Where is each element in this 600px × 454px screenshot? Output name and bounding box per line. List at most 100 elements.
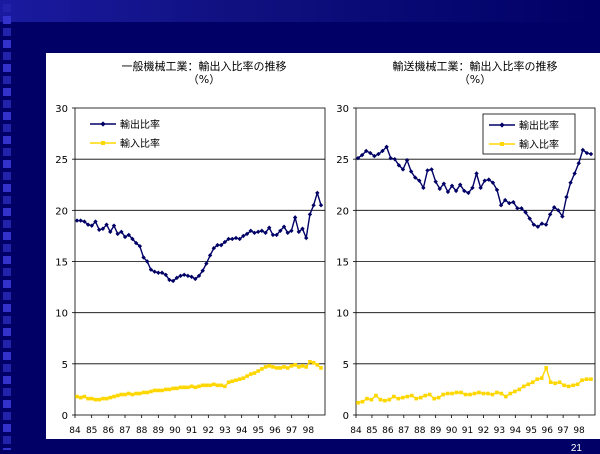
data-point-export	[568, 180, 573, 185]
data-point-import	[405, 394, 410, 399]
data-point-import	[78, 395, 83, 400]
data-point-export	[119, 229, 124, 235]
data-point-export	[289, 228, 294, 233]
y-tick-label: 20	[55, 206, 68, 217]
data-point-export	[400, 167, 406, 172]
decorative-square	[3, 184, 11, 192]
data-point-export	[311, 203, 316, 208]
data-point-export	[543, 222, 549, 227]
data-point-import	[436, 395, 441, 400]
chart-general-machinery: 一般機械工業：輸出入比率の推移（%） 0 5 10 15 20 25 30 84 85 86 87 88…	[55, 59, 326, 436]
chart-panel-transport-machinery: 輸送機械工業：輸出入比率の推移 （%） 0 5 10 15 20 25 30 84 85 86 87 88…	[333, 53, 600, 439]
decorative-square	[3, 400, 11, 408]
data-point-import	[360, 399, 365, 404]
data-point-import	[152, 388, 157, 393]
page-number: 21	[570, 443, 582, 454]
decorative-square	[3, 196, 11, 204]
data-point-export	[278, 228, 283, 233]
y-tick-label: 25	[55, 155, 68, 166]
decorative-square	[3, 88, 11, 96]
decorative-square	[3, 340, 11, 348]
data-point-import	[252, 371, 257, 375]
data-point-import	[319, 366, 323, 370]
data-point-export	[425, 168, 430, 173]
decorative-square	[3, 40, 11, 48]
data-point-import	[234, 378, 238, 383]
data-point-import	[401, 395, 405, 400]
data-point-import	[149, 389, 153, 394]
chart-title: 一般機械工業：輸出入比率の推移	[122, 59, 287, 73]
data-point-import	[427, 392, 432, 397]
data-point-import	[508, 391, 513, 396]
data-point-import	[392, 394, 396, 399]
data-point-import	[580, 378, 584, 383]
data-point-import	[171, 386, 175, 391]
y-tick-label: 15	[336, 258, 349, 269]
y-tick-label: 30	[336, 104, 349, 115]
legend-label-export: 輸出比率	[519, 119, 559, 132]
data-point-export	[421, 185, 426, 191]
data-point-export	[152, 269, 157, 274]
chart-transport-machinery: 輸送機械工業：輸出入比率の推移（%） 0 5 10 15 20 25 30 84 85 86 87 88…	[336, 59, 596, 436]
data-point-import	[197, 384, 201, 389]
data-point-import	[383, 398, 387, 403]
data-point-export	[244, 231, 250, 237]
decorative-square	[3, 280, 11, 288]
data-point-export	[252, 230, 257, 236]
data-point-export	[572, 171, 577, 176]
data-point-import	[178, 385, 183, 390]
data-point-import	[89, 396, 94, 401]
x-tick-label: 85	[366, 426, 377, 436]
data-point-export	[108, 229, 113, 235]
decorative-square	[3, 292, 11, 300]
data-point-export	[126, 232, 131, 238]
y-tick-label: 10	[55, 309, 68, 320]
data-point-import	[504, 394, 508, 399]
data-point-export	[502, 197, 508, 203]
data-point-import	[112, 394, 116, 399]
data-point-export	[490, 180, 496, 185]
slide-body: 一般機械工業：輸出入比率の推移 （%） 0 5 10 15 20 25 30 84 85 86 87 88…	[22, 22, 600, 454]
data-point-export	[237, 236, 242, 242]
x-tick-label: 91	[462, 426, 473, 436]
decorative-square	[3, 4, 11, 12]
decorative-square	[3, 436, 11, 444]
data-point-import	[418, 395, 423, 400]
data-point-export	[576, 161, 581, 166]
legend-marker-import	[101, 141, 105, 145]
data-point-import	[204, 383, 209, 388]
decorative-square	[3, 100, 11, 108]
data-point-import	[93, 397, 98, 402]
data-point-export	[315, 190, 320, 196]
data-point-export	[178, 273, 183, 279]
data-point-export	[226, 236, 231, 242]
data-point-import	[490, 392, 495, 397]
data-point-export	[167, 277, 172, 283]
decorative-square	[3, 28, 11, 36]
data-point-export	[449, 183, 455, 188]
chart-subtitle: （%）	[459, 73, 491, 86]
data-point-import	[119, 392, 124, 397]
decorative-square	[3, 76, 11, 84]
data-point-import	[230, 379, 235, 384]
data-point-export	[466, 190, 471, 196]
data-point-import	[163, 387, 168, 392]
data-point-export	[111, 223, 117, 228]
data-point-export	[148, 267, 154, 272]
decorative-square	[3, 136, 11, 144]
data-point-export	[380, 148, 385, 154]
data-point-export	[300, 226, 305, 231]
data-point-export	[404, 157, 410, 163]
data-point-import	[101, 396, 105, 401]
data-point-export	[233, 235, 239, 241]
data-point-export	[392, 156, 397, 162]
data-point-export	[96, 227, 102, 232]
data-point-export	[145, 259, 150, 264]
decorative-square	[3, 448, 11, 450]
data-point-import	[263, 365, 268, 369]
decorative-square	[3, 304, 11, 312]
data-point-import	[553, 381, 557, 386]
data-point-import	[445, 391, 450, 396]
data-point-import	[200, 383, 205, 388]
data-point-import	[535, 377, 540, 381]
